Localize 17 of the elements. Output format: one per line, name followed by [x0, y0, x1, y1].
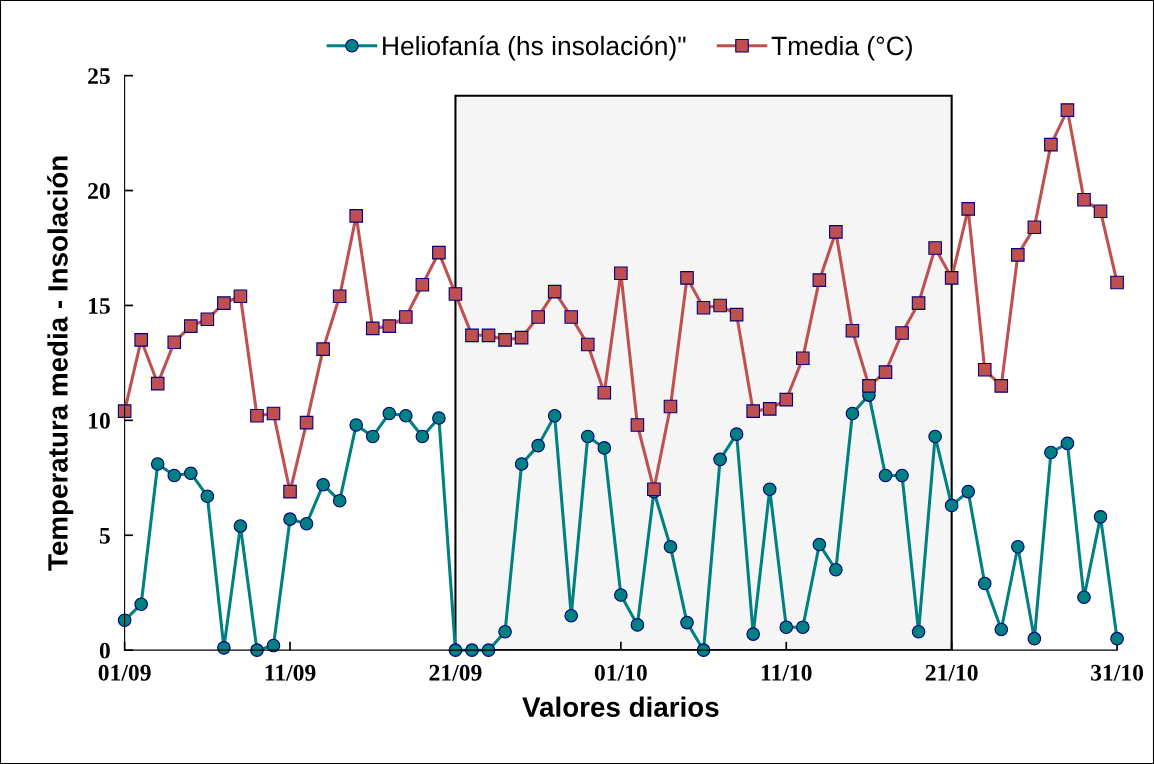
legend-label: Heliofanía (hs insolación)"	[383, 35, 686, 61]
x-tick-label: 01/09	[98, 664, 151, 681]
y-tick-label: 15	[89, 298, 110, 314]
y-tick-label: 25	[88, 68, 110, 85]
y-axis-title: Temperatura media - Insolación	[47, 156, 74, 571]
y-tick-label: 0	[99, 642, 110, 659]
x-axis-title: Valores diarios	[522, 696, 719, 717]
x-tick-label: 31/10	[1091, 664, 1144, 681]
x-tick-label: 11/09	[265, 664, 316, 681]
y-tick-label: 20	[88, 183, 110, 199]
y-tick-label: 5	[99, 527, 110, 544]
x-tick-label: 11/10	[761, 664, 812, 681]
y-tick-label: 10	[89, 412, 110, 429]
x-tick-label: 21/09	[429, 664, 482, 681]
x-tick-label: 21/10	[925, 664, 978, 681]
x-tick-label: 01/10	[594, 664, 647, 681]
legend-label: Tmedia (°C)	[771, 35, 912, 61]
